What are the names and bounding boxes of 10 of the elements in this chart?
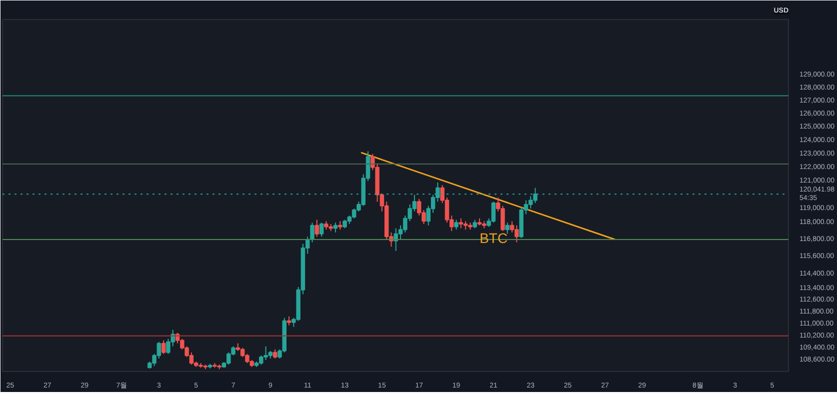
candlestick: [272, 348, 278, 360]
candlestick: [310, 222, 314, 243]
candlestick: [505, 222, 510, 234]
annotation: BTC: [480, 230, 508, 246]
candlestick: [454, 219, 458, 230]
candlestick: [314, 219, 320, 238]
candlestick: [319, 222, 324, 238]
candlestick: [161, 340, 166, 354]
candlestick: [458, 218, 464, 229]
candlestick: [333, 222, 338, 233]
